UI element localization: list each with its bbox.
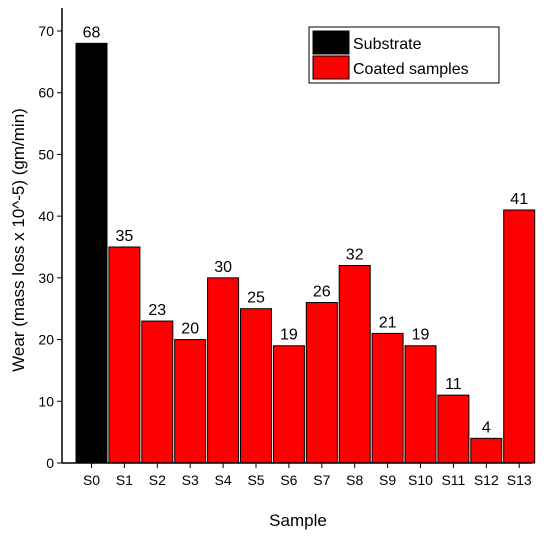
y-tick-label-30: 30 bbox=[38, 270, 54, 286]
data-label-s8: 32 bbox=[346, 247, 364, 264]
data-label-s7: 26 bbox=[313, 284, 331, 301]
legend-label-coated-samples: Coated samples bbox=[353, 61, 469, 78]
y-tick-label-50: 50 bbox=[38, 146, 54, 162]
x-tick-label-s5: S5 bbox=[247, 472, 264, 488]
data-label-s1: 35 bbox=[116, 228, 134, 245]
data-label-s13: 41 bbox=[510, 191, 528, 208]
data-label-s2: 23 bbox=[148, 302, 166, 319]
bar-s8 bbox=[338, 265, 371, 464]
data-label-s10: 19 bbox=[412, 327, 430, 344]
data-label-s11: 11 bbox=[445, 376, 462, 393]
x-tick-label-s3: S3 bbox=[182, 472, 199, 488]
legend-swatch-coated-samples bbox=[312, 55, 350, 80]
bar-s3 bbox=[174, 339, 207, 464]
bar-s7 bbox=[305, 302, 338, 464]
x-tick-label-s4: S4 bbox=[215, 472, 232, 488]
bar-s10 bbox=[404, 345, 437, 464]
bars-group bbox=[75, 42, 536, 464]
x-tick-label-s6: S6 bbox=[280, 472, 297, 488]
bar-s6 bbox=[272, 345, 305, 464]
x-tick-label-s13: S13 bbox=[507, 472, 532, 488]
x-tick-label-s10: S10 bbox=[408, 472, 433, 488]
x-ticks-group: S0 S1 S2 S3 S4 S5 S6 S7 S8 S9 S10 S11 S12 S13 bbox=[83, 463, 532, 488]
legend-swatch-substrate bbox=[312, 30, 350, 55]
y-tick-label-60: 60 bbox=[38, 85, 54, 101]
legend: Substrate Coated samples bbox=[308, 26, 500, 84]
x-tick-label-s9: S9 bbox=[379, 472, 396, 488]
x-tick-label-s1: S1 bbox=[116, 472, 133, 488]
bar-s12 bbox=[470, 437, 503, 464]
data-label-s4: 30 bbox=[214, 259, 232, 276]
data-label-s3: 20 bbox=[181, 321, 199, 338]
bar-s2 bbox=[141, 320, 174, 464]
x-tick-label-s2: S2 bbox=[149, 472, 166, 488]
x-tick-label-s11: S11 bbox=[441, 472, 465, 488]
y-tick-label-70: 70 bbox=[38, 23, 54, 39]
data-label-s0: 68 bbox=[83, 24, 101, 41]
bar-s11 bbox=[437, 394, 470, 464]
bar-s4 bbox=[207, 277, 240, 464]
bar-s9 bbox=[371, 332, 404, 464]
legend-label-substrate: Substrate bbox=[353, 36, 422, 53]
data-label-s12: 4 bbox=[482, 419, 491, 436]
data-label-s6: 19 bbox=[280, 327, 298, 344]
y-tick-label-10: 10 bbox=[38, 393, 54, 409]
x-tick-label-s7: S7 bbox=[313, 472, 330, 488]
x-tick-label-s0: S0 bbox=[83, 472, 100, 488]
y-axis-title: Wear (mass loss x 10^-5) (gm/min) bbox=[9, 108, 28, 372]
y-ticks-group: 0 10 20 30 40 50 60 70 bbox=[38, 23, 62, 471]
bar-s1 bbox=[108, 246, 141, 464]
y-tick-label-40: 40 bbox=[38, 208, 54, 224]
y-tick-label-0: 0 bbox=[46, 455, 54, 471]
bar-s5 bbox=[240, 308, 272, 464]
x-tick-label-s8: S8 bbox=[346, 472, 363, 488]
x-tick-label-s12: S12 bbox=[474, 472, 499, 488]
x-axis-title: Sample bbox=[269, 511, 327, 530]
data-label-s9: 21 bbox=[379, 314, 397, 331]
y-tick-label-20: 20 bbox=[38, 332, 54, 348]
bar-s0 bbox=[75, 42, 108, 464]
data-labels-group: 68 35 23 20 30 25 19 26 32 21 19 11 4 41 bbox=[83, 24, 529, 436]
bar-s13 bbox=[503, 209, 536, 464]
data-label-s5: 25 bbox=[247, 290, 265, 307]
